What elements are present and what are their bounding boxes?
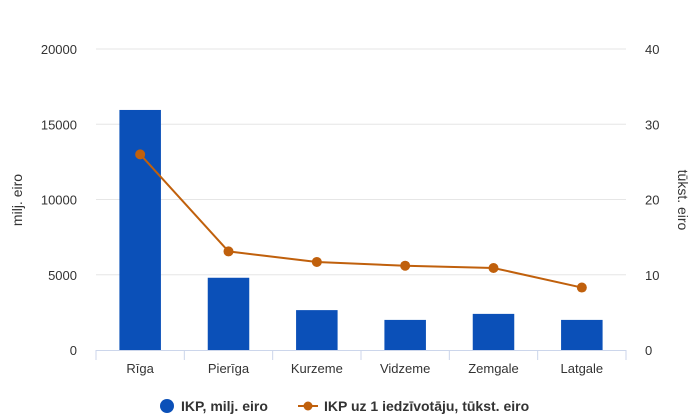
x-tick-label: Kurzeme (291, 361, 343, 376)
y-tick-label-right: 20 (645, 193, 659, 208)
y-tick-label-left: 0 (70, 343, 77, 358)
legend-bar-marker (160, 399, 174, 413)
y-tick-label-right: 10 (645, 268, 659, 283)
y-tick-label-left: 10000 (41, 193, 77, 208)
x-axis-ticks: Rīga Pierīga Kurzeme Vidzeme Zemgale Latgale (95, 350, 627, 376)
legend-item-bars[interactable]: IKP, milj. eiro (160, 398, 268, 414)
bar[interactable] (561, 319, 603, 350)
bar[interactable] (296, 310, 338, 350)
line-point[interactable] (576, 282, 587, 293)
x-tick-label: Vidzeme (380, 361, 430, 376)
x-tick-label: Pierīga (208, 361, 250, 376)
series-line (139, 153, 583, 289)
legend-line-label: IKP uz 1 iedzīvotāju, tūkst. eiro (324, 398, 529, 414)
line-point[interactable] (223, 246, 234, 257)
right-axis-ticks: 0 10 20 30 40 (645, 42, 659, 358)
x-tick-label: Zemgale (468, 361, 519, 376)
gridlines (96, 48, 626, 276)
y-tick-label-right: 0 (645, 343, 652, 358)
legend-item-line[interactable]: IKP uz 1 iedzīvotāju, tūkst. eiro (298, 398, 529, 414)
y-tick-label-right: 30 (645, 117, 659, 132)
left-axis-ticks: 0 5000 10000 15000 20000 (41, 42, 77, 358)
line-series (135, 149, 587, 293)
y-tick-label-left: 15000 (41, 117, 77, 132)
bar-series (119, 109, 603, 350)
bar[interactable] (119, 109, 161, 350)
bar[interactable] (384, 319, 426, 350)
y-axis-title-left: milj. eiro (9, 174, 25, 226)
y-axis-title-right: tūkst. eiro (675, 170, 691, 231)
legend-line-marker (303, 401, 313, 411)
line-point[interactable] (311, 256, 322, 267)
x-tick-label: Latgale (561, 361, 604, 376)
x-tick-label: Rīga (126, 361, 154, 376)
y-tick-label-left: 5000 (48, 268, 77, 283)
y-tick-label-left: 20000 (41, 42, 77, 57)
line-point[interactable] (488, 262, 499, 273)
line-point[interactable] (400, 260, 411, 271)
bar[interactable] (207, 277, 250, 350)
legend: IKP, milj. eiro IKP uz 1 iedzīvotāju, tū… (160, 398, 529, 414)
bar[interactable] (472, 313, 515, 350)
y-tick-label-right: 40 (645, 42, 659, 57)
legend-bar-label: IKP, milj. eiro (181, 398, 268, 414)
line-point[interactable] (135, 149, 146, 160)
